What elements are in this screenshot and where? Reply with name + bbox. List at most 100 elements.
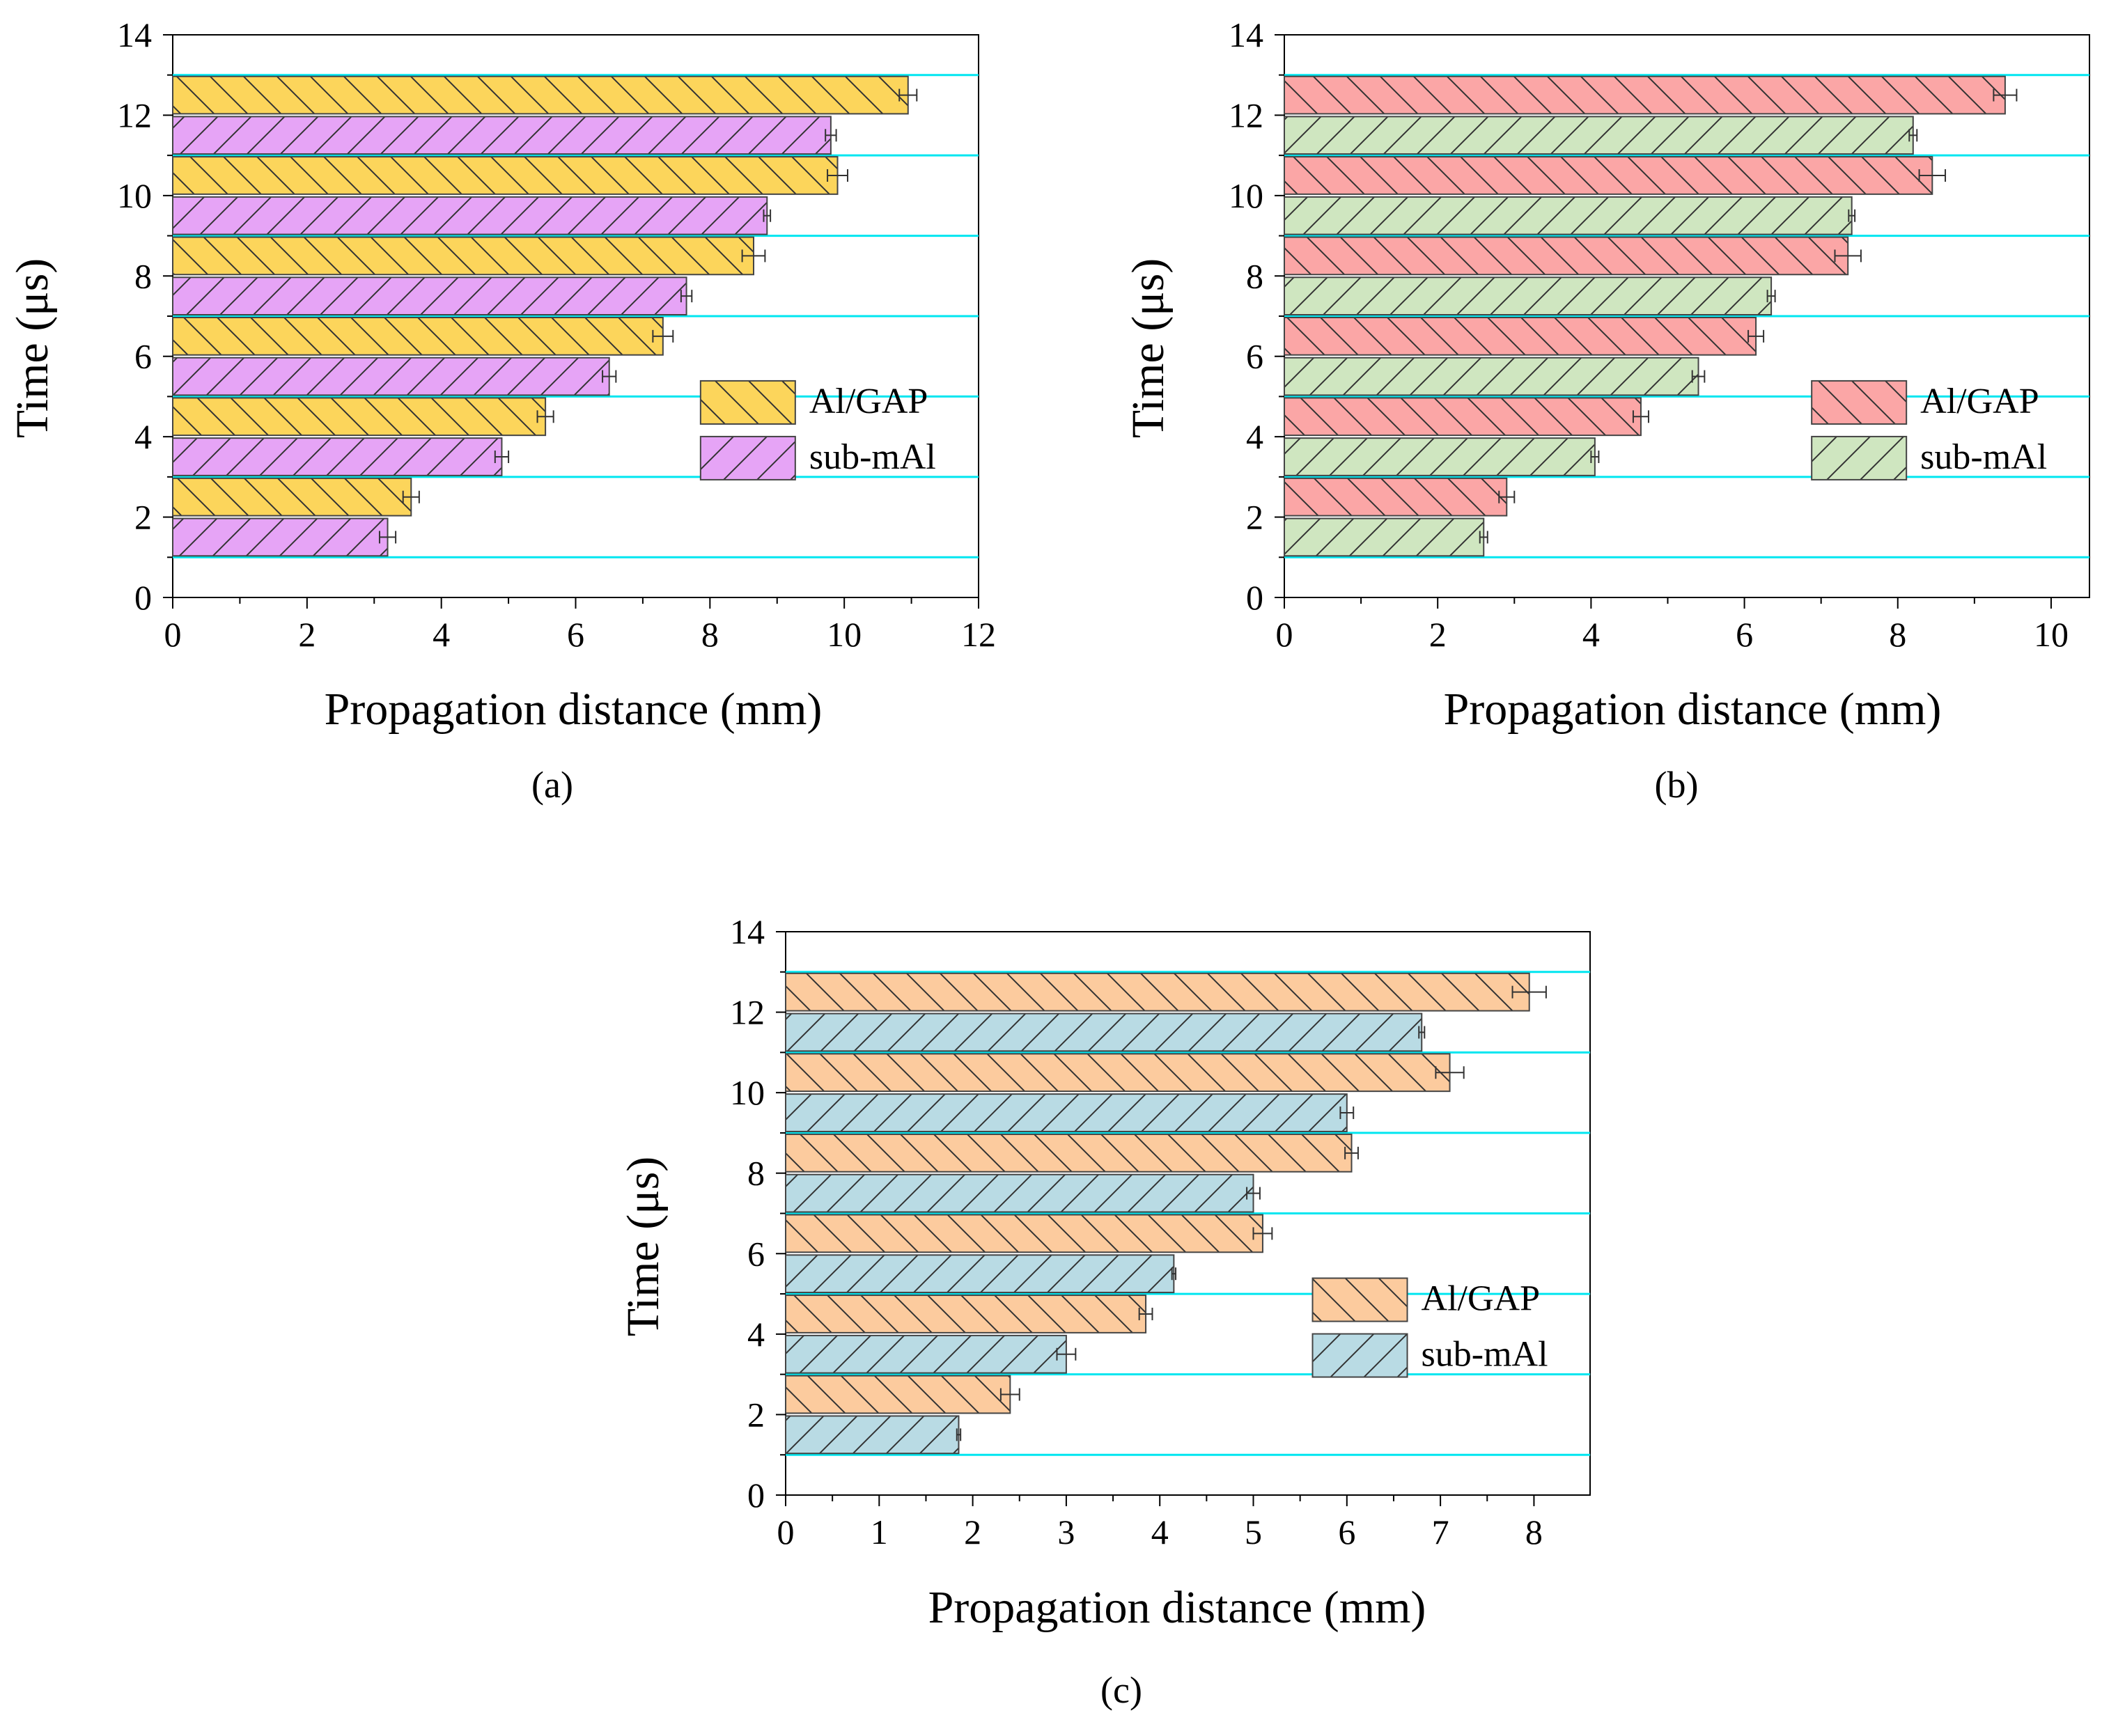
- x-tick-label: 2: [1429, 615, 1447, 654]
- legend: Al/GAP sub-mAl: [1811, 380, 2047, 480]
- y-tick-label: 0: [747, 1476, 765, 1515]
- x-axis-label: Propagation distance (mm): [1444, 684, 1942, 735]
- bar-al-gap-t8: [785, 1133, 1353, 1173]
- x-tick-label: 3: [1057, 1512, 1075, 1551]
- x-axis-label: Propagation distance (mm): [928, 1582, 1426, 1633]
- legend-swatch-0: [1311, 1277, 1408, 1322]
- error-bar-al-gap-t2: [1498, 490, 1516, 503]
- y-tick-label: 0: [1246, 578, 1263, 617]
- y-tick-label: 2: [1246, 498, 1263, 537]
- bar-al-gap-t6: [172, 317, 664, 356]
- y-tick-label: 14: [117, 15, 152, 54]
- x-tick-label: 8: [1525, 1512, 1543, 1551]
- y-tick-label: 2: [134, 498, 152, 537]
- bar-al-gap-t4: [785, 1295, 1147, 1334]
- legend-swatch-1: [1811, 435, 1908, 480]
- error-bar-al-gap-t12: [1993, 88, 2018, 102]
- error-bar-sub-mal-t10: [1848, 209, 1856, 222]
- bar-al-gap-t6: [785, 1214, 1263, 1253]
- y-tick-label: 4: [1246, 417, 1263, 456]
- error-bar-sub-mal-t6: [1691, 370, 1706, 383]
- error-bar-al-gap-t10: [1918, 169, 1947, 182]
- error-bar-sub-mal-t2: [956, 1428, 962, 1441]
- y-tick-label: 14: [730, 912, 765, 951]
- x-tick-label: 12: [961, 615, 996, 654]
- error-bar-al-gap-t2: [402, 490, 420, 503]
- bar-sub-mal-t12: [785, 1012, 1423, 1052]
- error-bar-sub-mal-t10: [763, 209, 772, 222]
- bar-al-gap-t12: [1284, 75, 2006, 115]
- legend-label: Al/GAP: [809, 382, 928, 421]
- y-tick-label: 4: [134, 417, 152, 456]
- legend: Al/GAP sub-mAl: [699, 380, 936, 480]
- y-tick-label: 4: [747, 1315, 765, 1354]
- error-bar-sub-mal-t4: [494, 451, 510, 463]
- bar-al-gap-t2: [1284, 477, 1508, 517]
- y-tick-label: 6: [747, 1234, 765, 1273]
- bar-sub-mal-t12: [172, 116, 832, 155]
- x-tick-label: 0: [777, 1512, 795, 1551]
- error-bar-al-gap-t8: [1834, 249, 1862, 263]
- x-tick-label: 10: [827, 615, 862, 654]
- legend-swatch-0: [699, 380, 796, 425]
- error-bar-al-gap-t8: [1344, 1146, 1359, 1159]
- bar-sub-mal-t2: [785, 1415, 960, 1455]
- bar-sub-mal-t12: [1284, 116, 1914, 155]
- x-tick-label: 4: [1151, 1512, 1169, 1551]
- x-tick-label: 0: [1276, 615, 1293, 654]
- error-bar-al-gap-t8: [741, 249, 766, 263]
- y-tick-label: 12: [117, 95, 152, 134]
- legend-label: Al/GAP: [1920, 382, 2039, 421]
- bar-al-gap-t6: [1284, 317, 1757, 356]
- bar-sub-mal-t10: [1284, 196, 1853, 235]
- y-tick-label: 10: [730, 1073, 765, 1112]
- bar-al-gap-t2: [172, 477, 412, 517]
- bar-al-gap-t10: [785, 1053, 1451, 1093]
- bar-sub-mal-t6: [1284, 357, 1699, 396]
- bar-al-gap-t2: [785, 1375, 1011, 1414]
- error-bar-al-gap-t4: [1632, 410, 1649, 423]
- y-axis-label: Time (μs): [7, 258, 58, 439]
- bar-sub-mal-t10: [172, 196, 768, 235]
- y-axis-label: Time (μs): [618, 1157, 669, 1337]
- legend-swatch-0: [1811, 380, 1908, 425]
- x-tick-label: 4: [1582, 615, 1600, 654]
- bar-sub-mal-t6: [172, 357, 610, 396]
- bar-al-gap-t4: [172, 397, 547, 437]
- x-tick-label: 6: [1338, 1512, 1355, 1551]
- panel-label: (a): [531, 764, 573, 806]
- error-bar-sub-mal-t8: [680, 290, 693, 303]
- x-tick-label: 2: [298, 615, 316, 654]
- error-bar-al-gap-t12: [898, 88, 918, 102]
- legend-label: sub-mAl: [1920, 437, 2047, 477]
- bar-sub-mal-t4: [785, 1334, 1067, 1374]
- y-tick-label: 14: [1229, 15, 1263, 54]
- error-bar-al-gap-t10: [827, 169, 848, 182]
- bar-sub-mal-t2: [172, 517, 389, 557]
- x-tick-label: 1: [871, 1512, 888, 1551]
- y-tick-label: 8: [1246, 256, 1263, 295]
- error-bar-sub-mal-t10: [1339, 1106, 1355, 1120]
- bar-sub-mal-t6: [785, 1254, 1175, 1294]
- bar-al-gap-t8: [172, 236, 755, 276]
- x-tick-label: 8: [1889, 615, 1906, 654]
- error-bar-al-gap-t4: [1138, 1307, 1153, 1320]
- legend-label: Al/GAP: [1422, 1279, 1540, 1319]
- x-tick-label: 2: [964, 1512, 981, 1551]
- legend-label: sub-mAl: [809, 437, 936, 477]
- error-bar-al-gap-t12: [1511, 985, 1547, 999]
- x-tick-label: 4: [433, 615, 450, 654]
- legend: Al/GAP sub-mAl: [1311, 1277, 1548, 1378]
- legend-swatch-1: [699, 435, 796, 480]
- error-bar-al-gap-t10: [1435, 1066, 1465, 1079]
- bar-sub-mal-t10: [785, 1093, 1348, 1132]
- error-bar-sub-mal-t4: [1056, 1347, 1077, 1361]
- error-bar-al-gap-t6: [652, 329, 674, 343]
- panel-a: 0 2 4 6 8 10 12 0 2 4 6 8 10 12 14 Propagation distance…: [7, 15, 996, 806]
- x-tick-label: 10: [2034, 615, 2069, 654]
- error-bar-sub-mal-t12: [1908, 129, 1918, 142]
- error-bar-al-gap-t6: [1252, 1227, 1273, 1240]
- error-bar-sub-mal-t12: [825, 129, 837, 142]
